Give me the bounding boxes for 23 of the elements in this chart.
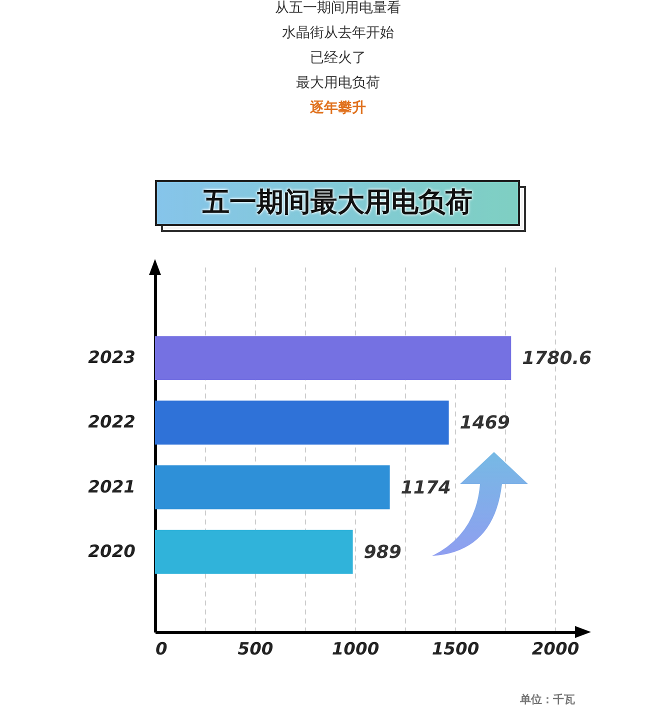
- y-tick-label: 2022: [88, 412, 136, 433]
- data-label: 1469: [460, 412, 510, 434]
- y-tick-label: 2020: [88, 542, 136, 562]
- text: 已经火了: [309, 50, 367, 68]
- bar: [155, 336, 512, 380]
- x-tick-label: 1000: [332, 640, 380, 660]
- text: 逐年攀升: [309, 100, 367, 118]
- x-tick-label: 0: [156, 640, 168, 660]
- text: 水晶街从去年开始: [281, 25, 395, 43]
- text: 单位：千瓦: [520, 692, 575, 707]
- text: 从五一期间用电量看: [274, 0, 402, 18]
- data-label: 1174: [400, 477, 451, 498]
- x-tick-label: 500: [238, 640, 274, 660]
- y-tick-label: 2021: [88, 477, 136, 498]
- data-label: 989: [364, 542, 402, 563]
- x-tick-label: 1500: [432, 640, 480, 660]
- bar: [155, 465, 390, 510]
- data-label: 1780.6: [522, 348, 592, 370]
- text: 最大用电负荷: [295, 75, 381, 93]
- bar: [155, 530, 353, 574]
- x-tick-label: 2000: [532, 640, 580, 660]
- y-tick-label: 2023: [88, 348, 136, 368]
- bar: [155, 400, 449, 445]
